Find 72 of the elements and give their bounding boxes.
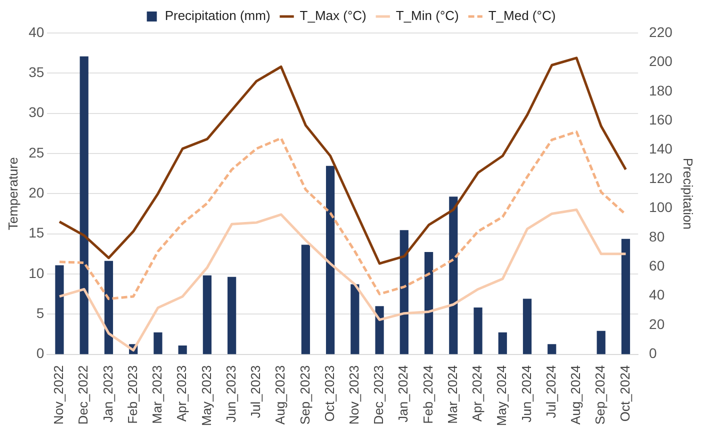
- bar: [498, 332, 507, 354]
- y-tick-label: 30: [28, 104, 44, 120]
- bar: [326, 166, 335, 354]
- x-tick-label: Dec_2022: [76, 365, 91, 425]
- x-tick-label: Aug_2023: [272, 365, 288, 425]
- bar: [178, 346, 187, 354]
- bar: [424, 252, 434, 354]
- x-tick-label: May_2024: [494, 365, 510, 426]
- x-tick-label: Mar_2024: [444, 365, 460, 424]
- x-tick-label: Sep_2024: [592, 365, 608, 425]
- y2-tick-label: 20: [649, 316, 665, 332]
- bar: [621, 238, 630, 354]
- y2-axis-title: Precipitation: [680, 158, 696, 230]
- y2-tick-label: 120: [649, 170, 673, 186]
- x-tick-label: Feb_2023: [124, 365, 140, 424]
- y2-tick-label: 80: [649, 228, 665, 244]
- y-tick-label: 35: [28, 64, 44, 80]
- x-tick-label: Jan_2023: [100, 365, 116, 422]
- y2-tick-label: 40: [649, 286, 665, 303]
- x-tick-label: Nov_2022: [51, 365, 66, 425]
- x-tick-label: Jun_2024: [518, 365, 534, 422]
- bar: [375, 306, 384, 354]
- bar: [596, 330, 606, 354]
- y2-tick-label: 60: [649, 258, 665, 274]
- bar: [522, 298, 532, 354]
- bar: [154, 332, 162, 354]
- y-tick-label: 5: [36, 304, 44, 321]
- bar: [55, 265, 64, 354]
- y2-tick-label: 100: [649, 199, 673, 216]
- line-series: [58, 130, 627, 300]
- x-tick-label: Jun_2023: [223, 365, 238, 422]
- x-tick-label: Apr_2023: [174, 365, 190, 422]
- x-tick-label: Oct_2024: [617, 365, 632, 422]
- bar: [228, 276, 236, 354]
- y-tick-label: 10: [28, 264, 44, 281]
- legend-label: T_Min (°C): [396, 8, 459, 24]
- x-tick-label: Feb_2024: [420, 365, 436, 424]
- y2-tick-label: 220: [649, 24, 673, 40]
- y2-tick-label: 180: [649, 82, 673, 98]
- x-tick-label: Oct_2023: [322, 365, 337, 422]
- bar: [400, 230, 408, 354]
- bar: [202, 275, 212, 354]
- x-tick-label: Apr_2024: [470, 365, 485, 422]
- y2-tick-label: 0: [649, 345, 658, 362]
- legend-label: T_Med (°C): [488, 8, 556, 24]
- y-tick-label: 15: [28, 224, 44, 241]
- legend-label: Precipitation (mm): [164, 8, 270, 24]
- y-tick-label: 25: [28, 144, 44, 160]
- y2-tick-label: 140: [649, 140, 673, 157]
- bar: [301, 244, 310, 354]
- x-tick-label: Dec_2023: [371, 365, 386, 425]
- bar: [548, 344, 556, 354]
- x-tick-label: Sep_2023: [297, 365, 312, 425]
- legend-label: T_Max (°C): [300, 8, 366, 24]
- y-tick-label: 20: [28, 184, 44, 201]
- bar: [104, 260, 114, 354]
- y-axis-title: Temperature: [5, 157, 20, 230]
- y2-tick-label: 200: [649, 53, 673, 70]
- bar: [474, 308, 482, 354]
- x-tick-label: Jan_2024: [396, 365, 411, 422]
- bar: [350, 284, 360, 354]
- y-tick-label: 40: [28, 24, 44, 40]
- bar: [449, 196, 458, 354]
- x-tick-label: Jul_2023: [248, 365, 264, 418]
- x-tick-label: Aug_2024: [568, 365, 584, 425]
- y-tick-label: 0: [36, 345, 44, 362]
- x-tick-label: Mar_2023: [150, 365, 165, 424]
- x-tick-label: May_2023: [198, 365, 214, 426]
- x-tick-label: Nov_2023: [346, 365, 362, 425]
- y2-tick-label: 160: [649, 111, 673, 128]
- x-tick-label: Jul_2024: [543, 365, 558, 418]
- bar: [80, 56, 88, 354]
